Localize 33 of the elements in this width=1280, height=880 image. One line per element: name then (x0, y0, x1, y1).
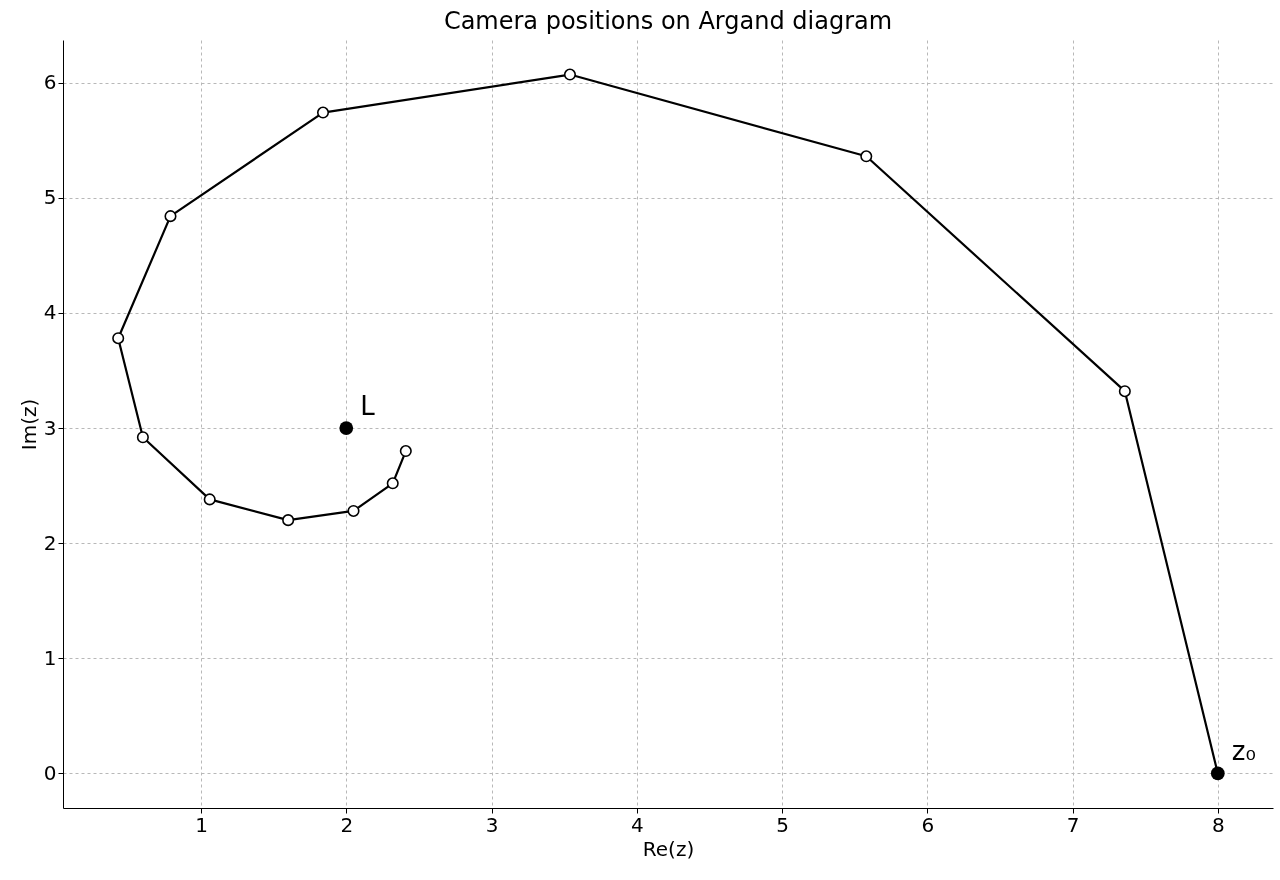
point (860, 150, 873, 163)
x-tick-label: 6 (921, 812, 935, 837)
point (1118, 385, 1131, 398)
y-tick-label: 1 (43, 645, 57, 670)
x-tick-label: 5 (776, 812, 789, 837)
point (399, 445, 412, 458)
annotation: L (360, 391, 376, 422)
point (347, 504, 360, 517)
x-tick-label: 3 (485, 812, 499, 837)
y-tick-label: 6 (43, 70, 57, 95)
x-tick-label: 2 (340, 812, 354, 837)
x-tick-label: 7 (1066, 812, 1080, 837)
point (339, 421, 354, 435)
x-tick-label: 4 (630, 812, 644, 837)
chart-title: Camera positions on Argand diagram (443, 7, 893, 35)
y-tick-label: 0 (43, 760, 57, 785)
point (136, 431, 149, 444)
y-tick-label: 3 (43, 415, 57, 440)
point (112, 332, 125, 345)
y-axis-title: Im(z) (16, 398, 41, 451)
x-axis-title: Re(z) (642, 836, 695, 861)
point (563, 68, 576, 81)
annotation: z₀ (1231, 736, 1256, 767)
point (386, 477, 399, 490)
x-tick-label: 1 (195, 812, 208, 837)
point (316, 106, 330, 119)
point (164, 210, 177, 223)
y-tick-label: 5 (43, 185, 57, 210)
point (203, 493, 216, 506)
y-tick-label: 4 (43, 300, 57, 325)
y-tick-label: 2 (43, 530, 57, 555)
x-tick-label: 8 (1211, 812, 1225, 837)
point (282, 514, 295, 527)
